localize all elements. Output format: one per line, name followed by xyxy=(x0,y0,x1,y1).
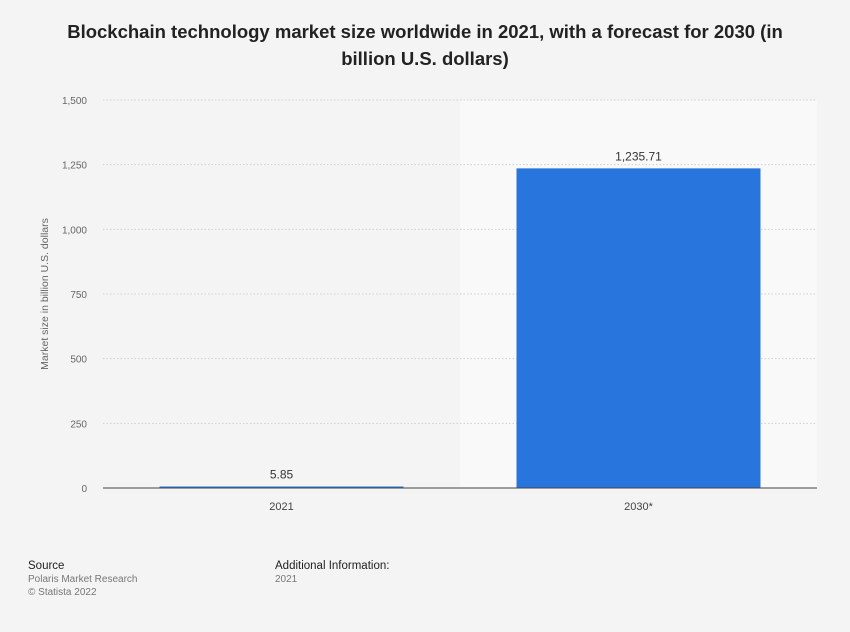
additional-info-heading: Additional Information: xyxy=(275,560,390,572)
y-tick-label: 500 xyxy=(70,355,87,366)
y-axis-label: Market size in billion U.S. dollars xyxy=(39,218,51,370)
source-heading: Source xyxy=(28,560,65,572)
bar-2030 xyxy=(516,168,761,488)
source-block: Source Polaris Market Research © Statist… xyxy=(28,560,137,599)
y-tick-label: 1,000 xyxy=(62,225,87,236)
source-line-publisher: Polaris Market Research xyxy=(28,574,138,585)
chart-title: Blockchain technology market size worldw… xyxy=(67,21,783,69)
data-label: 5.85 xyxy=(270,467,294,481)
bar-2021 xyxy=(159,486,404,488)
additional-info-block: Additional Information: 2021 xyxy=(275,560,389,586)
y-tick-label: 0 xyxy=(81,484,87,495)
additional-info-year: 2021 xyxy=(275,574,298,585)
x-tick-label: 2021 xyxy=(269,501,293,513)
y-tick-label: 1,250 xyxy=(62,161,87,172)
y-tick-label: 750 xyxy=(70,290,87,301)
x-tick-label: 2030* xyxy=(624,501,653,513)
y-tick-label: 1,500 xyxy=(62,96,87,107)
y-tick-label: 250 xyxy=(70,419,87,430)
data-label: 1,235.71 xyxy=(615,149,662,163)
source-line-copyright: © Statista 2022 xyxy=(28,587,97,598)
